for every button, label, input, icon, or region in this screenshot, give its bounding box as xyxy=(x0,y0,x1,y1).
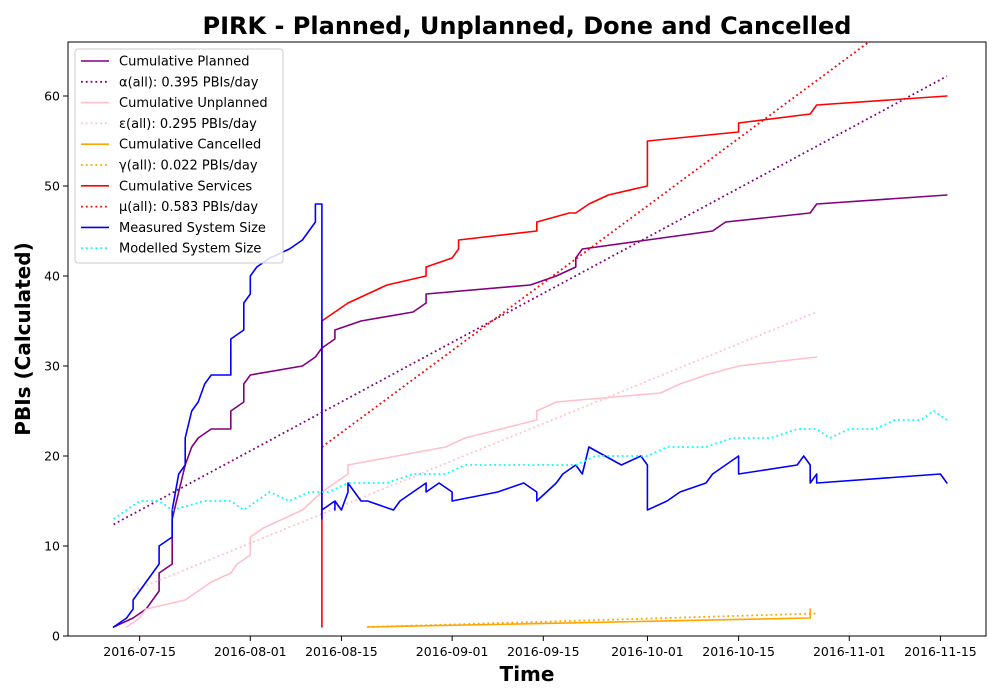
plot-frame xyxy=(67,41,987,637)
legend-label: Cumulative Cancelled xyxy=(119,138,261,153)
y-tick-label: 10 xyxy=(44,539,60,554)
x-tick-label: 2016-08-01 xyxy=(214,644,287,659)
y-axis: 0 10 20 30 40 50 60 xyxy=(44,89,68,644)
y-tick-label: 60 xyxy=(44,89,60,104)
legend-label: γ(all): 0.022 PBIs/day xyxy=(119,159,258,174)
x-tick-label: 2016-09-01 xyxy=(416,644,489,659)
x-tick-label: 2016-11-15 xyxy=(904,644,977,659)
legend-label: Cumulative Services xyxy=(119,179,252,194)
series-cumulative-services xyxy=(321,95,948,628)
legend: Cumulative Planned α(all): 0.395 PBIs/day… xyxy=(74,48,284,264)
chart-title: PIRK - Planned, Unplanned, Done and Canc… xyxy=(203,12,852,40)
series-cumulative-cancelled xyxy=(366,608,812,628)
y-axis-label: PBIs (Calculated) xyxy=(11,242,35,435)
y-tick-label: 30 xyxy=(44,359,60,374)
legend-label: Measured System Size xyxy=(119,221,266,236)
x-tick-label: 2016-09-15 xyxy=(507,644,580,659)
x-tick-label: 2016-07-15 xyxy=(103,644,176,659)
y-tick-label: 0 xyxy=(52,629,60,644)
series-cumulative-unplanned xyxy=(125,356,818,628)
legend-label: ε(all): 0.295 PBIs/day xyxy=(119,117,257,132)
x-tick-label: 2016-11-01 xyxy=(813,644,886,659)
x-tick-label: 2016-10-01 xyxy=(611,644,684,659)
series-measured-system-size xyxy=(112,203,948,628)
series-all-0-295-pbis-day xyxy=(132,311,818,592)
y-tick-label: 50 xyxy=(44,179,60,194)
legend-label: α(all): 0.395 PBIs/day xyxy=(119,75,259,90)
legend-label: Cumulative Planned xyxy=(119,55,249,70)
x-axis: 2016-07-15 2016-08-01 2016-08-15 2016-09-01… xyxy=(103,636,977,659)
series-all-0-583-pbis-day xyxy=(321,42,870,448)
series-cumulative-planned xyxy=(112,194,948,628)
x-tick-label: 2016-08-15 xyxy=(305,644,378,659)
series-all-0-022-pbis-day xyxy=(367,612,817,628)
series-all-0-395-pbis-day xyxy=(113,75,948,526)
x-tick-label: 2016-10-15 xyxy=(702,644,775,659)
x-axis-label: Time xyxy=(500,662,555,686)
series-layer xyxy=(112,42,948,628)
legend-box xyxy=(74,48,284,264)
legend-label: Cumulative Unplanned xyxy=(119,96,268,111)
legend-label: Modelled System Size xyxy=(119,242,261,257)
y-tick-label: 40 xyxy=(44,269,60,284)
legend-label: μ(all): 0.583 PBIs/day xyxy=(119,200,258,215)
y-tick-label: 20 xyxy=(44,449,60,464)
